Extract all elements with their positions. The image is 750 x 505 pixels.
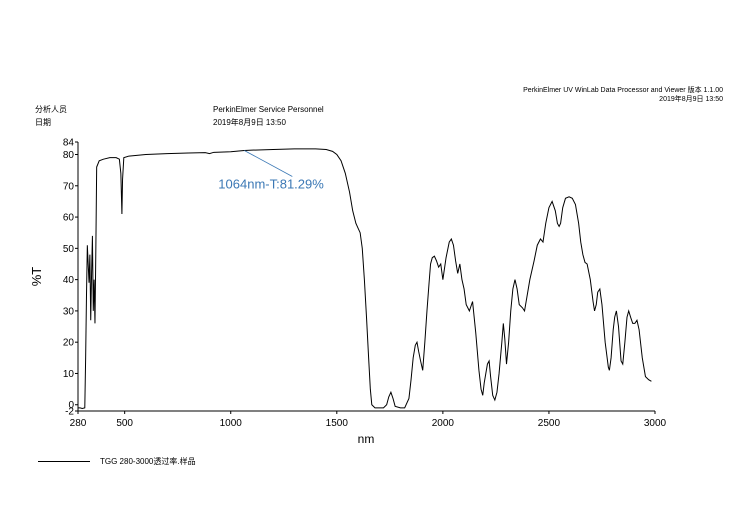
software-date-text: 2019年8月9日 13:50 [659, 96, 723, 103]
y-tick-label: 60 [63, 213, 75, 224]
x-axis: 280 500 1000 1500 2000 2500 3000 [70, 410, 667, 429]
y-tick-label: 30 [63, 306, 75, 317]
y-tick-label: 0 [68, 400, 74, 411]
x-tick-label: 1500 [326, 418, 349, 429]
y-tick-label: -2 [65, 407, 74, 418]
x-axis-label: nm [358, 432, 375, 446]
x-tick-label: 2000 [432, 418, 455, 429]
x-tick-label: 3000 [644, 418, 667, 429]
y-tick-label: 80 [63, 150, 75, 161]
legend: TGG 280-3000透过率.样品 [38, 456, 196, 467]
y-tick-label: 10 [63, 369, 75, 380]
legend-label: TGG 280-3000透过率.样品 [100, 457, 196, 466]
legend-swatch [38, 461, 90, 462]
x-tick-label: 1000 [220, 418, 243, 429]
y-axis-label: %T [29, 267, 44, 287]
y-tick-label: 20 [63, 338, 75, 349]
software-version-text: PerkinElmer UV WinLab Data Processor and… [523, 87, 723, 94]
analyst-label: 分析人员 [35, 105, 67, 114]
series-line [78, 148, 652, 410]
y-tick-label: 84 [63, 138, 75, 149]
date-value: 2019年8月9日 13:50 [213, 118, 286, 127]
annotation-leader-line [244, 150, 293, 177]
y-tick-label: 40 [63, 275, 75, 286]
y-tick-label: 70 [63, 181, 75, 192]
x-tick-label: 500 [116, 418, 133, 429]
y-tick-label: 50 [63, 244, 75, 255]
x-tick-label: 280 [70, 418, 87, 429]
annotation-label: 1064nm-T:81.29% [218, 176, 324, 191]
date-label: 日期 [35, 118, 51, 127]
x-tick-label: 2500 [538, 418, 561, 429]
analyst-value: PerkinElmer Service Personnel [213, 105, 324, 114]
